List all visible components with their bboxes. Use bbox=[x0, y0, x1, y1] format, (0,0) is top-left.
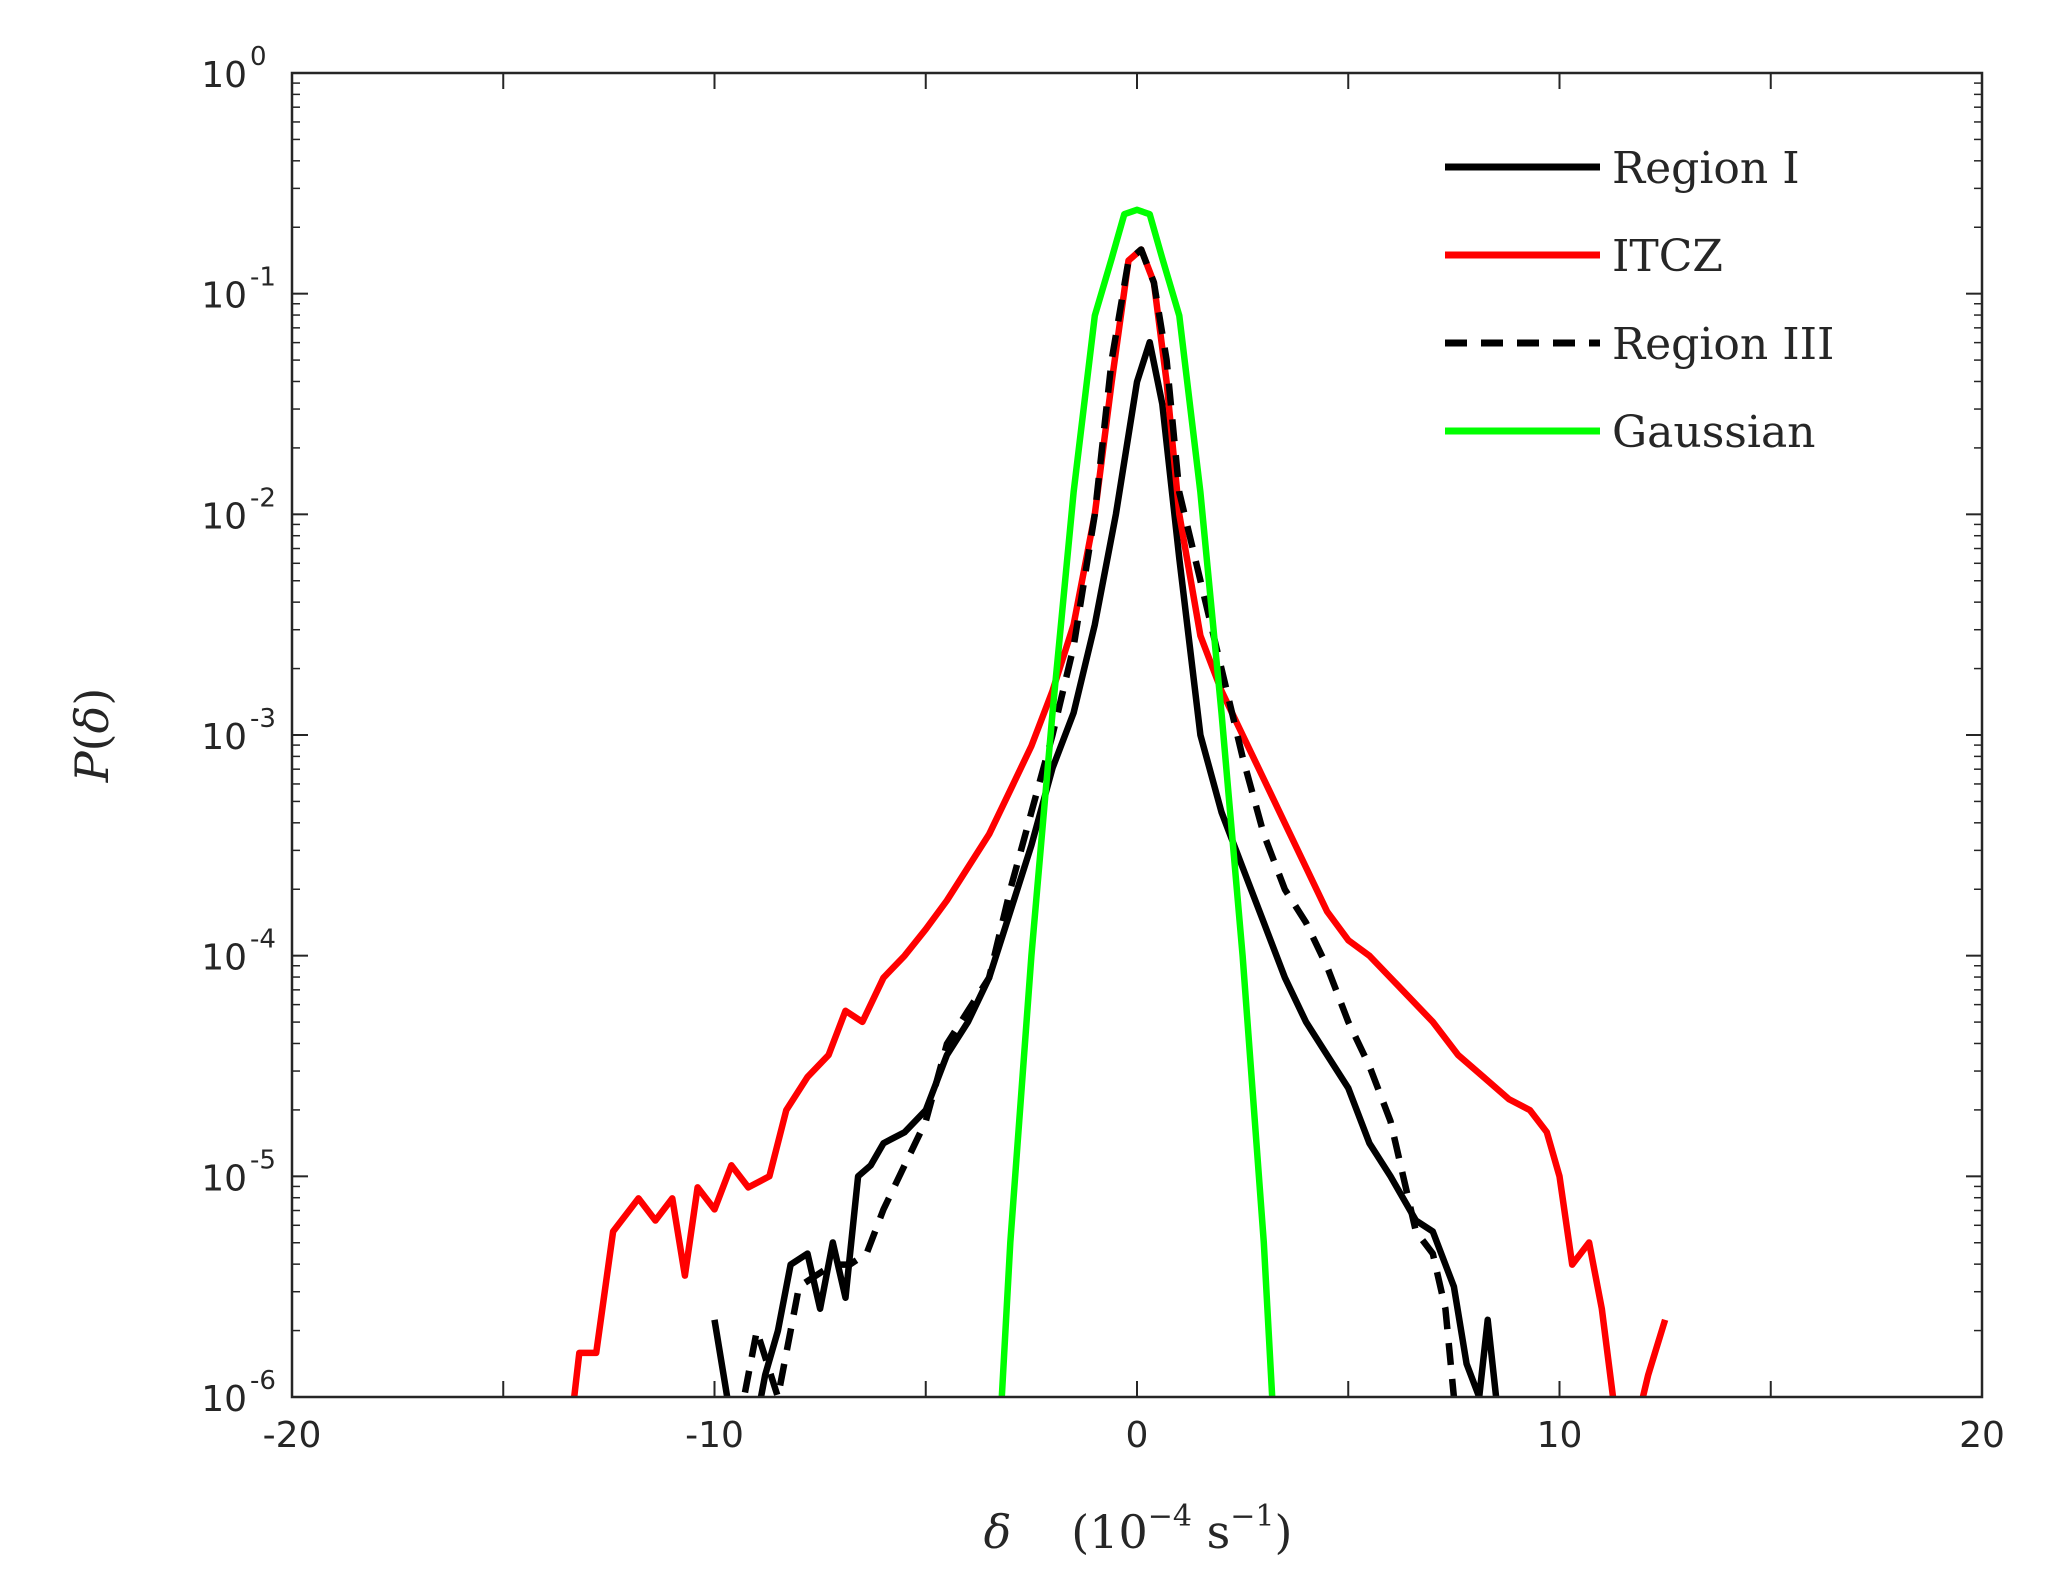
y-tick-label-exponent: -4 bbox=[250, 925, 276, 955]
y-tick-label-base: 10 bbox=[201, 1379, 247, 1420]
y-tick-label-base: 10 bbox=[201, 938, 247, 979]
y-tick-label-exponent: -3 bbox=[250, 704, 276, 734]
x-axis-unit-s: s bbox=[1192, 1505, 1230, 1559]
x-axis-unit-open: (10 bbox=[1071, 1505, 1147, 1559]
y-axis-func: P bbox=[65, 750, 119, 783]
y-tick-label-exponent: -6 bbox=[250, 1366, 276, 1396]
x-tick-label: 0 bbox=[1126, 1415, 1149, 1456]
legend-label-gaussian: Gaussian bbox=[1612, 407, 1816, 458]
legend-label-region-i: Region I bbox=[1612, 143, 1800, 194]
y-tick-label-exponent: -2 bbox=[250, 483, 276, 513]
x-axis-symbol: δ bbox=[984, 1505, 1012, 1559]
y-axis-arg: δ bbox=[65, 706, 119, 734]
x-tick-label: -10 bbox=[685, 1415, 744, 1456]
y-axis-label: P(δ) bbox=[65, 688, 119, 784]
x-tick-label: 10 bbox=[1537, 1415, 1583, 1456]
axes-box bbox=[290, 71, 1984, 1399]
x-tick-labels: -20 -10 0 10 20 bbox=[263, 1415, 2005, 1456]
y-tick-label-base: 10 bbox=[201, 717, 247, 758]
y-tick-label-exponent: 0 bbox=[250, 42, 267, 72]
y-tick-label-exponent: -1 bbox=[250, 263, 276, 293]
series-layer bbox=[570, 206, 1669, 1397]
legend-label-region-iii: Region III bbox=[1612, 319, 1834, 370]
y-axis-open: ( bbox=[65, 733, 119, 751]
x-axis-unit-close: ) bbox=[1274, 1505, 1292, 1559]
legend-label-itcz: ITCZ bbox=[1612, 231, 1723, 282]
y-tick-label-base: 10 bbox=[201, 276, 247, 317]
plot-area bbox=[292, 73, 1982, 1397]
series-line-region-i bbox=[711, 338, 1500, 1397]
y-tick-label-exponent: -5 bbox=[250, 1145, 276, 1175]
y-axis-close: ) bbox=[65, 688, 119, 706]
legend: Region I ITCZ Region III Gaussian bbox=[1445, 143, 1834, 458]
x-axis-unit-s-exp: −1 bbox=[1230, 1499, 1274, 1534]
series-line-gaussian bbox=[998, 206, 1276, 1397]
x-axis-label: δ (10−4 s−1) bbox=[984, 1499, 1293, 1559]
y-tick-label-base: 10 bbox=[201, 1158, 247, 1199]
x-tick-label: 20 bbox=[1959, 1415, 2005, 1456]
x-axis-unit-exp: −4 bbox=[1148, 1499, 1192, 1534]
y-tick-label-base: 10 bbox=[201, 55, 247, 96]
y-tick-label-base: 10 bbox=[201, 496, 247, 537]
x-tick-label: -20 bbox=[263, 1415, 322, 1456]
